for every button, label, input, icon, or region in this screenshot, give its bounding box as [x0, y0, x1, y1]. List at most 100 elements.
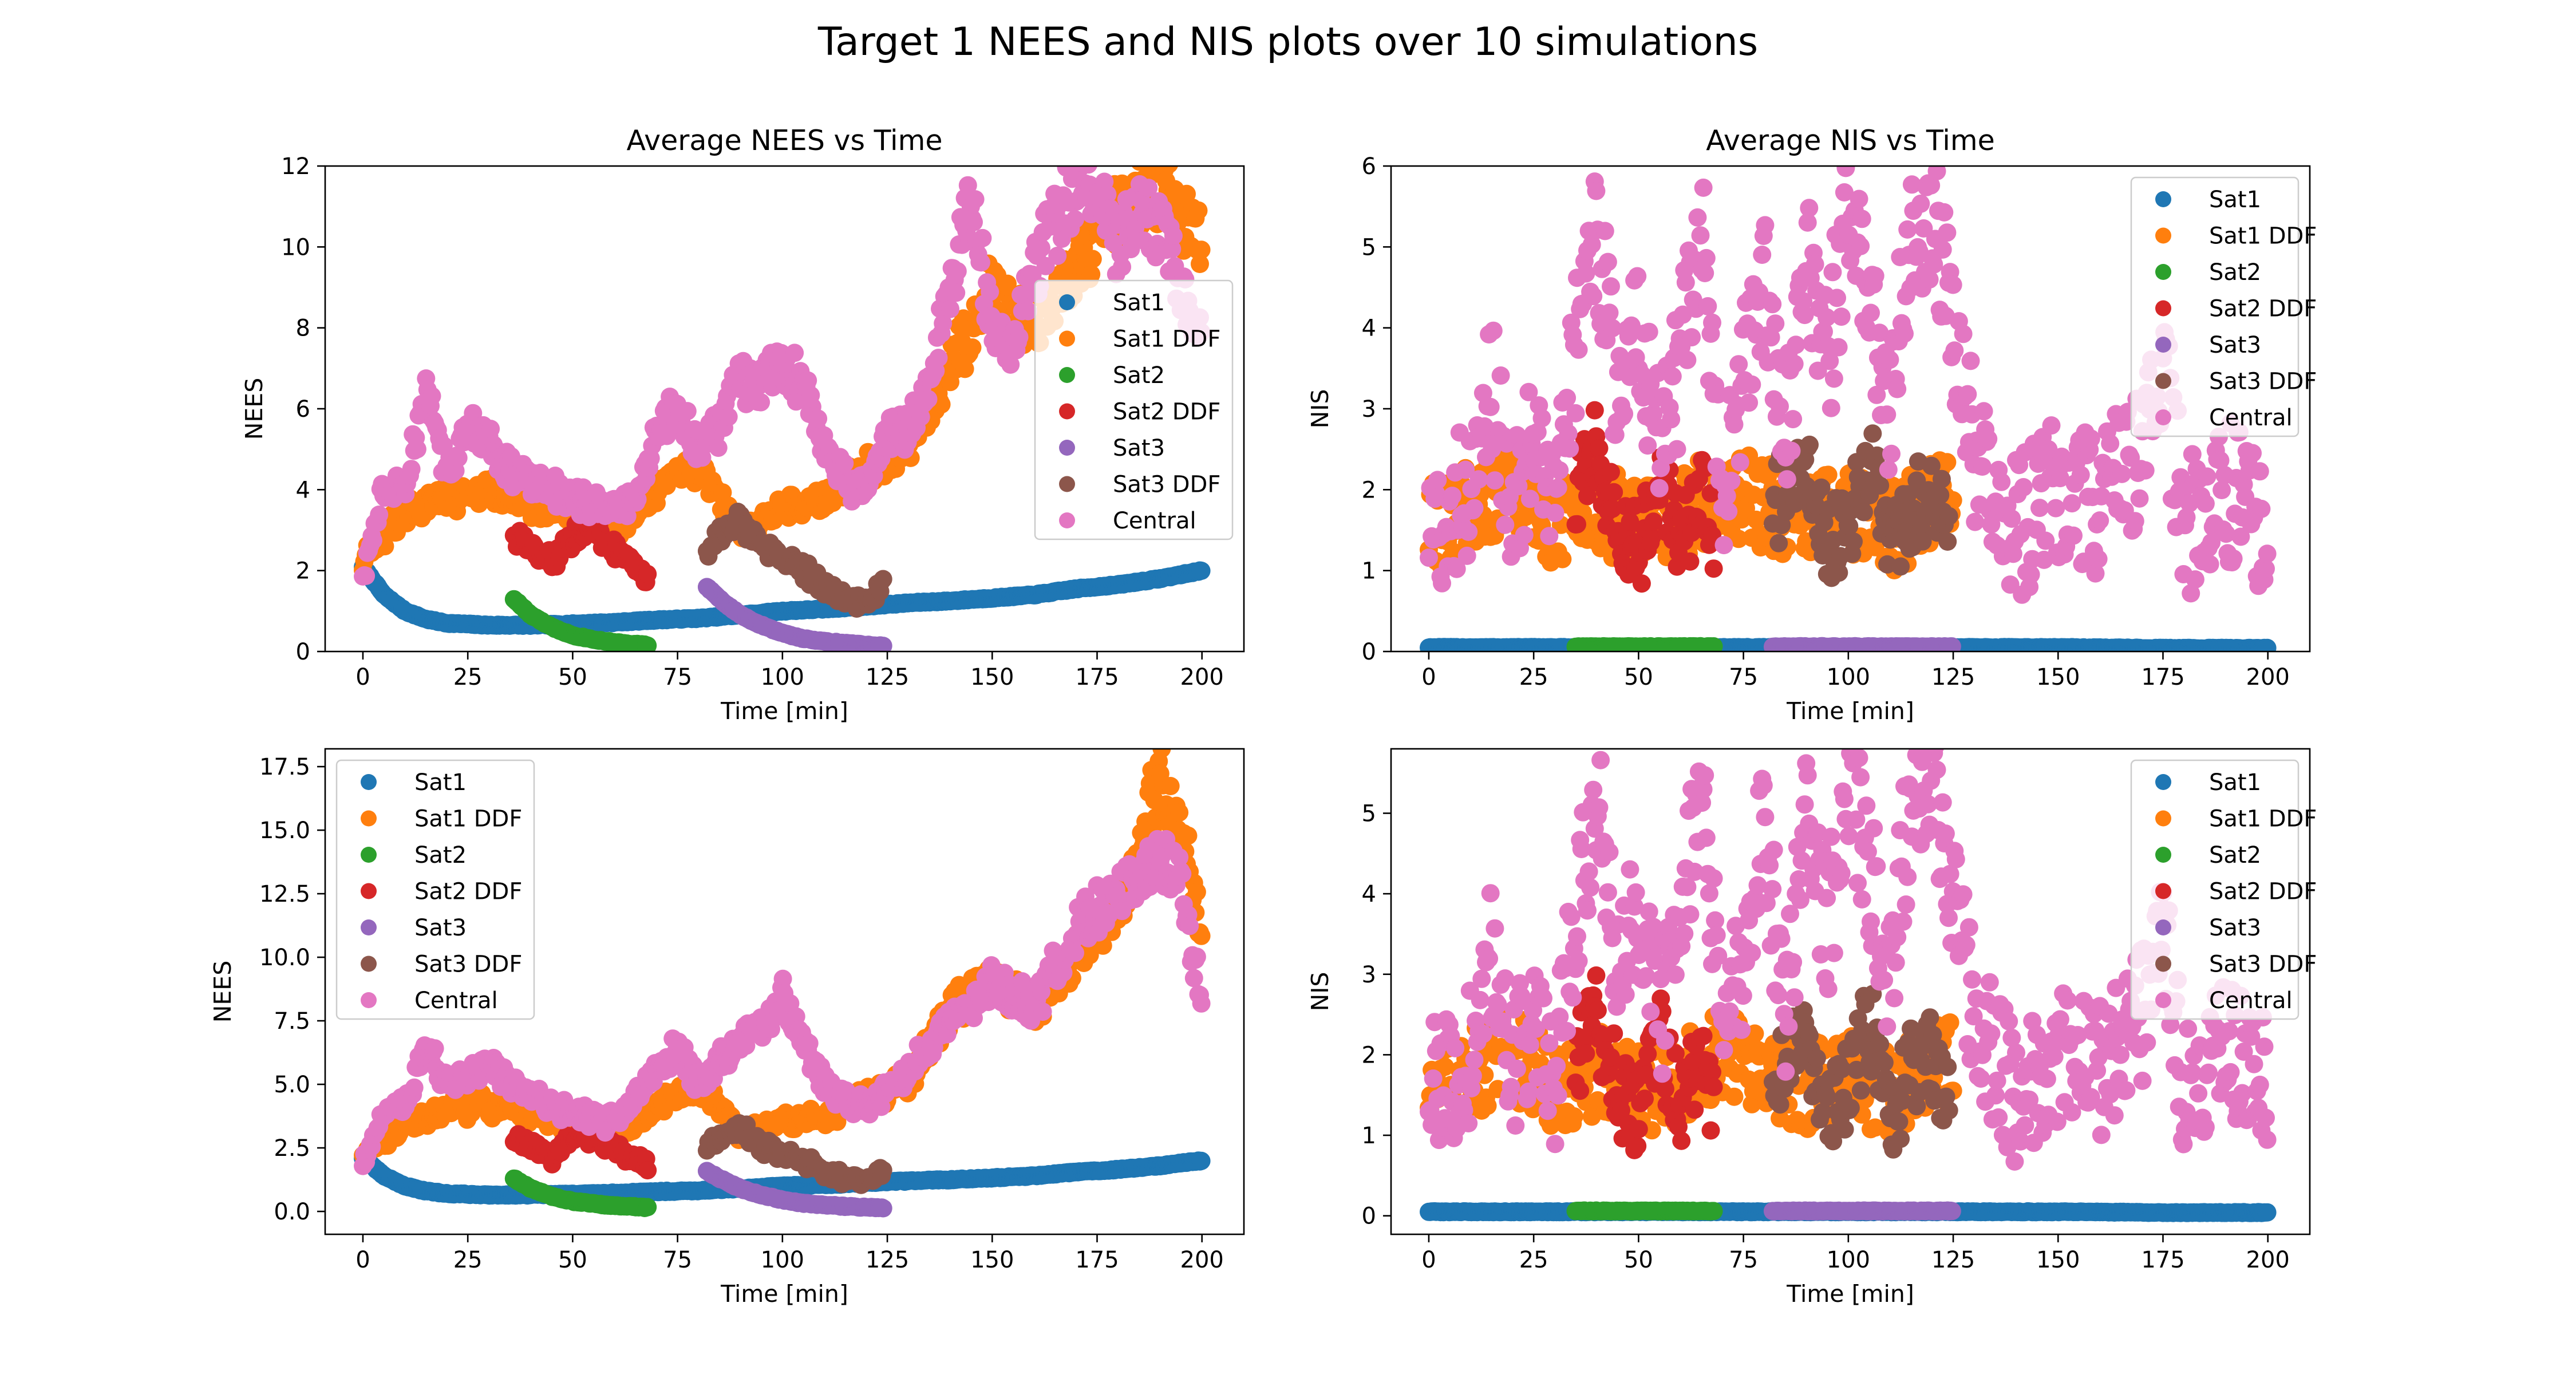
data-point [678, 402, 697, 421]
legend-entry: Sat2 DDF [1059, 399, 1220, 425]
data-point [2258, 638, 2277, 652]
data-point [1628, 267, 1647, 286]
data-point [1725, 415, 1744, 434]
data-point [2212, 481, 2231, 499]
data-point [2042, 416, 2061, 435]
data-point [1832, 307, 1851, 326]
data-point [2196, 494, 2215, 513]
y-tick-label: 4 [296, 477, 310, 503]
data-point [1766, 314, 1785, 333]
series-central [1420, 166, 2277, 604]
data-point [1584, 287, 1603, 306]
data-point [1681, 552, 1700, 571]
figure-title: Target 1 NEES and NIS plots over 10 simu… [817, 19, 1758, 65]
x-tick-label: 125 [1931, 664, 1975, 690]
data-point [1922, 456, 1941, 475]
legend-label: Sat1 DDF [1113, 326, 1220, 353]
legend-marker [2155, 264, 2171, 280]
data-point [1729, 530, 1748, 548]
legend-entry: Central [1059, 508, 1196, 534]
x-tick-label: 75 [663, 664, 692, 690]
data-point [1465, 499, 1484, 518]
legend-label: Sat2 [2209, 259, 2261, 286]
data-point [1485, 471, 1504, 490]
data-point [874, 637, 892, 652]
data-point [1682, 328, 1701, 347]
data-point [1139, 179, 1158, 198]
data-point [1824, 369, 1843, 388]
data-point [1782, 441, 1801, 460]
data-point [1704, 559, 1723, 578]
data-point [752, 393, 771, 412]
series-central [354, 166, 1211, 586]
data-point [1895, 324, 1914, 343]
data-point [973, 228, 992, 247]
data-point [1844, 532, 1863, 551]
x-tick-label: 75 [1729, 664, 1758, 690]
data-point [1927, 166, 1946, 180]
data-point [1010, 327, 1029, 346]
x-tick-label: 125 [866, 664, 909, 690]
series-sat2 [1566, 637, 1723, 652]
data-point [799, 371, 817, 390]
data-point [1602, 277, 1620, 296]
data-point [2211, 451, 2230, 470]
data-point [981, 282, 999, 301]
series-sat3-ddf [697, 503, 892, 618]
data-point [2198, 467, 2217, 486]
legend-entry: Sat1 [2155, 187, 2261, 213]
data-point [1459, 522, 1478, 541]
data-point [835, 454, 854, 473]
data-point [1701, 484, 1720, 503]
data-point [1823, 263, 1842, 282]
data-point [919, 390, 938, 409]
x-tick-label: 175 [2141, 664, 2184, 690]
data-point [2252, 499, 2271, 518]
data-point [1696, 264, 1714, 282]
data-point [1509, 477, 1528, 496]
data-point [1192, 562, 1211, 580]
data-point [1891, 557, 1910, 576]
data-point [2125, 512, 2144, 531]
data-point [2183, 445, 2202, 464]
data-point [1688, 208, 1707, 227]
data-point [1443, 487, 1461, 506]
y-tick-label: 2 [296, 558, 310, 585]
scatter-points [354, 749, 1211, 1218]
data-point [1546, 504, 1564, 522]
data-point [1433, 574, 1451, 593]
legend-label: Sat2 DDF [2209, 296, 2317, 322]
legend-entry: Sat3 DDF [2155, 369, 2317, 395]
data-point [1079, 166, 1097, 174]
data-point [1456, 460, 1475, 479]
legend-label: Sat3 [2209, 332, 2261, 358]
data-point [1032, 239, 1050, 258]
series-sat2-ddf [1566, 401, 1723, 593]
data-point [1569, 340, 1588, 359]
data-point [1835, 183, 1854, 202]
data-point [1548, 478, 1567, 497]
data-point [1496, 515, 1515, 534]
data-point [357, 566, 376, 585]
data-point [1189, 201, 1208, 220]
data-point [1777, 470, 1796, 489]
data-point [1795, 306, 1814, 325]
data-point [1694, 178, 1713, 197]
data-point [1558, 389, 1577, 407]
legend-entry: Sat3 [2155, 332, 2261, 358]
data-point [1178, 184, 1196, 203]
legend-label: Sat1 [2209, 187, 2261, 213]
data-point [1066, 210, 1084, 228]
data-point [1815, 322, 1833, 341]
data-point [2002, 510, 2021, 528]
data-point [1979, 429, 1998, 448]
data-point [1481, 397, 1500, 416]
data-point [1638, 436, 1657, 455]
data-point [1704, 637, 1723, 652]
data-point [1582, 235, 1601, 254]
data-point [1048, 246, 1067, 265]
data-point [1932, 469, 1951, 488]
